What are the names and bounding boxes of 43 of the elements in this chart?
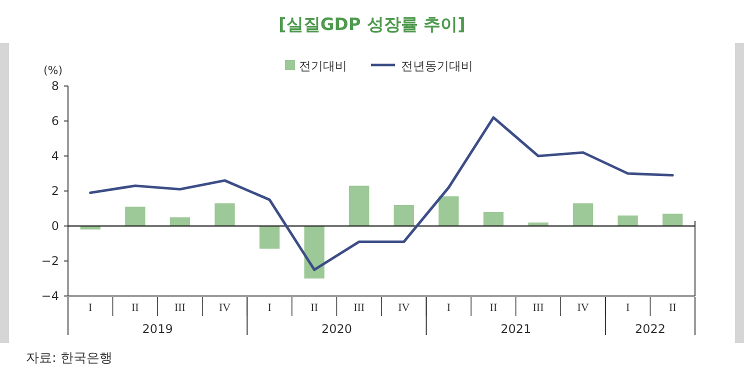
x-tick-label: I bbox=[446, 302, 451, 314]
x-tick-label: I bbox=[268, 302, 272, 314]
y-tick-label: 0 bbox=[51, 219, 59, 233]
text: 2021 bbox=[500, 322, 532, 336]
bar bbox=[214, 203, 235, 226]
x-tick-label: II bbox=[490, 302, 498, 314]
y-tick-label: 2 bbox=[51, 184, 59, 198]
bar bbox=[438, 196, 459, 226]
x-tick-label: II bbox=[310, 302, 318, 314]
x-tick-label: II bbox=[668, 302, 677, 314]
y-tick-label: 4 bbox=[51, 149, 59, 163]
bar bbox=[572, 203, 594, 226]
bar bbox=[304, 226, 324, 278]
y-axis-title: (%) bbox=[43, 64, 63, 77]
y-tick-label: 6 bbox=[51, 114, 59, 128]
bar bbox=[662, 214, 683, 226]
text: 2022 bbox=[634, 322, 666, 336]
bar bbox=[170, 217, 190, 226]
x-tick-label: III bbox=[354, 302, 365, 314]
x-tick-label: III bbox=[532, 302, 544, 314]
x-tick-label: I bbox=[626, 302, 630, 314]
y-tick-label: −4 bbox=[41, 289, 59, 303]
x-tick-label: IV bbox=[577, 302, 589, 314]
x-tick-label: II bbox=[132, 302, 140, 314]
bar bbox=[394, 205, 414, 226]
text: 자료: 한국은행 bbox=[26, 351, 113, 366]
legend-label: 전년동기대비 bbox=[401, 59, 473, 73]
bar bbox=[483, 212, 504, 226]
text: 2020 bbox=[321, 322, 352, 336]
y-tick-label: 8 bbox=[51, 79, 59, 93]
bar bbox=[349, 186, 370, 226]
x-tick-label: I bbox=[88, 302, 93, 314]
y-tick-label: −2 bbox=[41, 254, 59, 268]
bar bbox=[259, 226, 280, 249]
x-tick-label: IV bbox=[218, 302, 231, 314]
bar bbox=[618, 216, 638, 226]
line-series bbox=[89, 116, 674, 272]
chart-title: [실질GDP 성장률 추이] bbox=[278, 15, 466, 35]
bar bbox=[125, 206, 146, 226]
text: 2019 bbox=[142, 322, 173, 336]
x-tick-label: III bbox=[174, 302, 186, 314]
x-tick-label: IV bbox=[398, 302, 410, 314]
legend-label: 전기대비 bbox=[299, 59, 347, 73]
